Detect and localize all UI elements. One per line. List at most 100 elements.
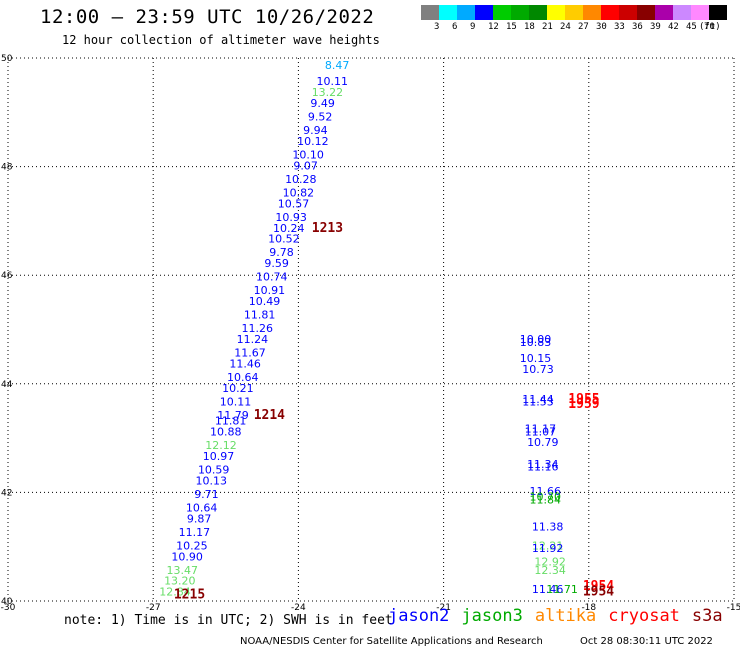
legend-swatch: [673, 5, 691, 20]
wave-height-label: 11.34: [527, 458, 559, 471]
timestamp-text: Oct 28 08:30:11 UTC 2022: [580, 636, 713, 647]
legend-swatch: [457, 5, 475, 20]
y-tick-label: 44: [1, 380, 13, 390]
legend-label: 39: [650, 22, 661, 32]
wave-height-label: 10.49: [249, 295, 281, 308]
x-tick-label: -27: [146, 603, 161, 613]
wave-height-label: 10.70: [529, 491, 561, 504]
wave-height-label: 12.21: [532, 539, 564, 552]
y-tick-label: 42: [1, 488, 12, 498]
wave-height-label: 10.79: [527, 436, 559, 449]
y-tick-label: 40: [1, 597, 13, 607]
wave-height-label: 9.94: [303, 124, 328, 137]
wave-height-label: 10.21: [222, 382, 254, 395]
wave-height-label: 11.38: [532, 520, 564, 533]
wave-height-label: 10.64: [186, 501, 218, 514]
wave-height-label: 11.84: [529, 493, 561, 506]
legend-label: 45: [686, 22, 697, 32]
satellite-cryosat: cryosat: [608, 606, 680, 626]
wave-height-label: 10.97: [203, 450, 235, 463]
legend-swatch: [637, 5, 655, 20]
x-tick-label: -18: [581, 603, 596, 613]
satellite-s3a: s3a: [691, 606, 723, 626]
wave-height-label: 11.26: [242, 322, 274, 335]
wave-height-label: 11.46: [532, 583, 564, 596]
pass-time-label: 1954: [583, 585, 614, 600]
legend-swatch: [439, 5, 457, 20]
wave-height-label: 10.88: [210, 425, 242, 438]
wave-height-label: 12.34: [534, 564, 566, 577]
wave-height-label: 9.87: [187, 512, 212, 525]
satellite-jason2: jason2: [388, 606, 450, 626]
legend-label: 36: [632, 22, 643, 32]
x-tick-label: -24: [291, 603, 306, 613]
legend-label: 42: [668, 22, 679, 32]
wave-height-label: 10.52: [268, 233, 300, 246]
wave-height-label: 11.44: [522, 393, 554, 406]
wave-height-label: 9.59: [264, 257, 289, 270]
wave-height-label: 11.79: [217, 409, 249, 422]
wave-height-label: 13.22: [312, 86, 344, 99]
legend-swatch: [529, 5, 547, 20]
wave-height-label: 10.59: [198, 463, 230, 476]
legend-swatch: [655, 5, 673, 20]
pass-time-label: 1954: [583, 579, 614, 594]
wave-height-label: 11.92: [532, 542, 564, 555]
satellite-jason3: jason3: [461, 606, 523, 626]
legend-swatch: [421, 5, 439, 20]
wave-height-label: 10.57: [278, 197, 310, 210]
wave-height-label: 11.07: [525, 425, 557, 438]
x-tick-label: -30: [1, 603, 16, 613]
legend-label: 15: [506, 22, 517, 32]
credit-text: NOAA/NESDIS Center for Satellite Applica…: [240, 636, 543, 647]
y-tick-label: 50: [1, 54, 13, 64]
legend-swatch: [601, 5, 619, 20]
wave-height-label: 10.11: [220, 396, 252, 409]
wave-height-label: 11.66: [529, 485, 561, 498]
satellite-legend: jason2 jason3 altika cryosat s3a: [388, 606, 735, 626]
legend-label: 18: [524, 22, 535, 32]
legend-label: 9: [470, 22, 476, 32]
pass-time-label: 1213: [312, 221, 343, 236]
wave-height-label: 10.28: [285, 173, 317, 186]
pass-time-label: 1214: [254, 408, 285, 423]
wave-height-label: 11.81: [215, 415, 247, 428]
wave-height-label: 11.16: [527, 461, 559, 474]
wave-height-label: 10.13: [196, 474, 228, 487]
wave-height-label: 12.84: [159, 586, 191, 599]
color-legend: 3 6 9 12 15 18 21 24 27 30 33 36 39 42 45 70 (ft): [421, 5, 731, 35]
legend-label: 27: [578, 22, 589, 32]
wave-height-label: 10.90: [171, 550, 203, 563]
x-tick-label: -21: [436, 603, 451, 613]
wave-height-label: 12.92: [534, 556, 566, 569]
legend-label: 12: [488, 22, 499, 32]
wave-height-label: 10.10: [292, 148, 324, 161]
wave-height-label: 10.93: [275, 211, 307, 224]
pass-time-label: 1215: [174, 587, 205, 602]
legend-label: 21: [542, 22, 553, 32]
wave-height-label: 10.91: [254, 284, 286, 297]
legend-swatch: [691, 5, 709, 20]
wave-height-label: 11.71: [546, 583, 578, 596]
wave-height-label: 9.52: [308, 110, 333, 123]
legend-swatch: [493, 5, 511, 20]
legend-label: 6: [452, 22, 458, 32]
legend-swatch: [583, 5, 601, 20]
wave-height-label: 10.83: [520, 336, 552, 349]
chart-subtitle: 12 hour collection of altimeter wave hei…: [62, 33, 380, 47]
legend-swatch: [511, 5, 529, 20]
legend-label: 24: [560, 22, 571, 32]
footnote: note: 1) Time is in UTC; 2) SWH is in fe…: [64, 613, 393, 628]
pass-time-label: 1955: [568, 392, 599, 407]
legend-swatch: [475, 5, 493, 20]
legend-label: 30: [596, 22, 607, 32]
legend-swatch: [619, 5, 637, 20]
wave-height-label: 9.49: [310, 97, 335, 110]
satellite-altika: altika: [534, 606, 597, 626]
wave-height-label: 10.74: [256, 271, 288, 284]
wave-height-label: 11.46: [229, 358, 261, 371]
y-tick-label: 48: [1, 163, 13, 173]
wave-height-label: 11.17: [525, 423, 557, 436]
wave-height-label: 10.64: [227, 371, 259, 384]
